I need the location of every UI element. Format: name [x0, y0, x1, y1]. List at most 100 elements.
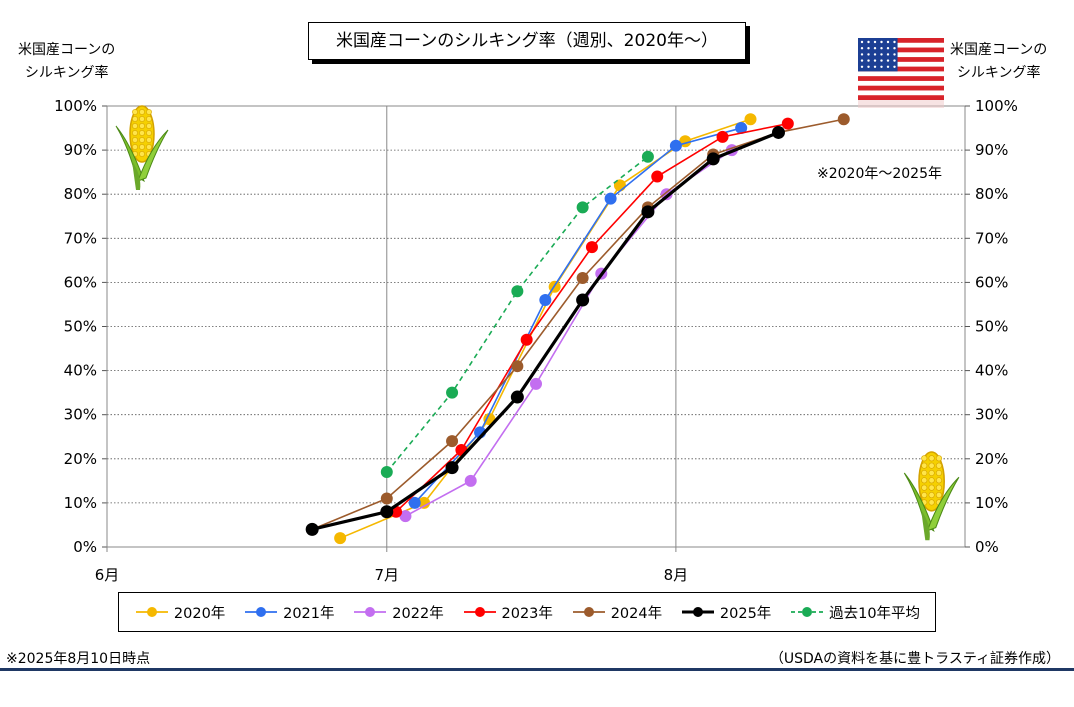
corn-kernel — [935, 484, 942, 491]
corn-kernel — [928, 469, 935, 477]
right-axis-title: 米国産コーンの シルキング率 — [950, 39, 1047, 85]
corn-kernel — [921, 484, 928, 491]
series-2025年 — [305, 125, 785, 536]
data-point — [511, 360, 524, 373]
flag-star — [860, 53, 864, 56]
data-point — [530, 377, 542, 390]
corn-icon — [115, 105, 169, 190]
footer-divider — [0, 668, 1074, 671]
legend-swatch — [791, 607, 824, 617]
corn-kernel — [928, 462, 935, 469]
corn-leaf — [926, 476, 960, 532]
corn-kernel — [139, 109, 145, 115]
series-line — [395, 122, 788, 513]
y-tick-label-left: 0% — [73, 538, 97, 556]
corn-kernel — [146, 144, 152, 150]
data-point — [735, 122, 748, 135]
flag-star — [860, 59, 864, 62]
legend-swatch-dot — [256, 607, 267, 617]
y-tick-label-left: 60% — [64, 273, 97, 291]
corn-kernel — [132, 130, 138, 136]
corn-kernel — [921, 462, 928, 469]
data-point — [781, 117, 794, 130]
flag-star — [867, 47, 870, 50]
flag-stripe — [858, 76, 944, 81]
data-point — [510, 390, 524, 404]
flag-star — [893, 65, 896, 69]
y-tick-label-right: 90% — [975, 141, 1008, 159]
data-point — [380, 492, 393, 505]
right-axis-title-line2: シルキング率 — [956, 65, 1041, 81]
range-note: ※2020年～2025年 — [817, 166, 942, 182]
y-tick-label-left: 50% — [64, 318, 97, 336]
y-tick-label-right: 70% — [975, 229, 1008, 247]
flag-star — [880, 40, 883, 44]
y-tick-label-right: 80% — [975, 185, 1008, 203]
flag-stripe — [858, 47, 944, 53]
legend-item: 過去10年平均 — [789, 602, 920, 623]
corn-kernel — [146, 130, 152, 136]
data-point — [399, 510, 412, 523]
data-point — [576, 201, 589, 214]
y-tick-label-right: 10% — [975, 494, 1008, 512]
legend-swatch — [245, 607, 278, 617]
series-line — [414, 127, 742, 504]
flag-star — [860, 65, 864, 69]
corn-kernel — [132, 109, 138, 115]
corn-kernel — [139, 137, 145, 143]
flag-shadow — [858, 100, 944, 108]
legend-item: 2024年 — [571, 602, 662, 623]
flag-stripe — [858, 85, 944, 91]
data-point — [576, 293, 590, 307]
series-line — [311, 118, 844, 531]
y-tick-label-right: 20% — [975, 450, 1008, 468]
corn-kernel — [921, 477, 928, 484]
corn-kernel — [928, 484, 935, 491]
legend-label: 2024年 — [610, 605, 663, 622]
corn-kernel — [139, 130, 145, 136]
legend-swatch — [681, 607, 714, 617]
legend-label: 2020年 — [173, 605, 226, 622]
legend-item: 2021年 — [243, 602, 335, 623]
legend-swatch — [463, 607, 496, 617]
series-line — [311, 130, 780, 531]
flag-star — [873, 65, 877, 69]
legend-label: 2021年 — [283, 605, 335, 622]
corn-kernel — [928, 455, 935, 462]
corn-kernel — [139, 151, 145, 157]
y-tick-label-left: 90% — [64, 141, 97, 159]
corn-leaf — [137, 129, 169, 182]
flag-star — [867, 53, 870, 56]
data-point — [380, 466, 393, 479]
corn-kernel — [928, 499, 935, 506]
data-point — [380, 505, 394, 519]
flag-star — [886, 47, 890, 50]
corn-kernel — [928, 492, 935, 499]
data-point — [446, 435, 459, 448]
flag-star — [886, 65, 890, 69]
data-point — [408, 496, 421, 509]
legend-label: 2025年 — [719, 605, 772, 622]
left-axis-title-line2: シルキング率 — [24, 65, 109, 81]
x-tick-label: 8月 — [664, 566, 689, 584]
corn-kernel — [139, 144, 145, 150]
y-tick-label-right: 50% — [975, 318, 1008, 336]
flag-stripe — [858, 66, 944, 72]
legend-swatch-dot — [146, 607, 157, 617]
flag-star — [893, 40, 896, 44]
corn-kernel — [921, 455, 928, 462]
flag-star — [860, 47, 864, 50]
data-point — [446, 386, 459, 399]
y-tick-label-left: 40% — [64, 362, 97, 380]
flag-star — [880, 47, 883, 50]
corn-kernel — [935, 462, 942, 469]
corn-icon — [903, 451, 960, 541]
chart-legend: 2020年 2021年 2022年 2023年 2024年 2025年 過去10年平均 — [118, 592, 936, 632]
series-過去10年平均 — [380, 150, 654, 479]
as-of-note: ※2025年8月10日時点 — [6, 651, 151, 667]
corn-stem — [132, 161, 141, 190]
chart-title: 米国産コーンのシルキング率（週別、2020年～） — [308, 22, 746, 60]
data-point — [511, 285, 524, 298]
data-point — [669, 139, 682, 152]
